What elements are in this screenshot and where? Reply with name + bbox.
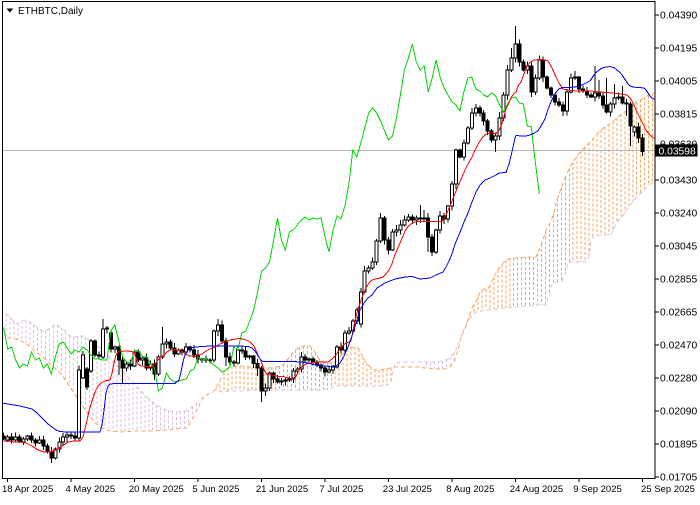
svg-text:23 Jul 2025: 23 Jul 2025: [383, 484, 432, 495]
svg-text:0.03815: 0.03815: [660, 110, 697, 121]
svg-text:0.03045: 0.03045: [660, 242, 697, 253]
svg-text:0.04195: 0.04195: [660, 44, 697, 55]
svg-text:8 Aug 2025: 8 Aug 2025: [446, 484, 494, 495]
svg-text:0.02470: 0.02470: [660, 341, 697, 352]
svg-text:0.03430: 0.03430: [660, 176, 697, 187]
svg-text:0.03598: 0.03598: [659, 147, 696, 158]
svg-text:0.03240: 0.03240: [660, 209, 697, 220]
svg-text:0.02665: 0.02665: [660, 308, 697, 319]
svg-text:0.02090: 0.02090: [660, 407, 697, 418]
svg-text:0.01705: 0.01705: [660, 473, 697, 484]
svg-text:24 Aug 2025: 24 Aug 2025: [510, 484, 563, 495]
svg-text:25 Sep 2025: 25 Sep 2025: [641, 484, 695, 495]
svg-text:7 Jul 2025: 7 Jul 2025: [319, 484, 363, 495]
svg-text:0.04005: 0.04005: [660, 77, 697, 88]
svg-text:9 Sep 2025: 9 Sep 2025: [573, 484, 622, 495]
svg-text:4 May 2025: 4 May 2025: [66, 484, 116, 495]
svg-text:0.02855: 0.02855: [660, 275, 697, 286]
svg-text:0.04390: 0.04390: [660, 11, 697, 22]
svg-text:ETHBTC,Daily: ETHBTC,Daily: [18, 6, 83, 17]
svg-text:21 Jun 2025: 21 Jun 2025: [256, 484, 308, 495]
svg-text:5 Jun 2025: 5 Jun 2025: [192, 484, 239, 495]
svg-text:0.02280: 0.02280: [660, 374, 697, 385]
svg-text:18 Apr 2025: 18 Apr 2025: [2, 484, 53, 495]
svg-text:20 May 2025: 20 May 2025: [129, 484, 184, 495]
svg-text:0.01895: 0.01895: [660, 440, 697, 451]
